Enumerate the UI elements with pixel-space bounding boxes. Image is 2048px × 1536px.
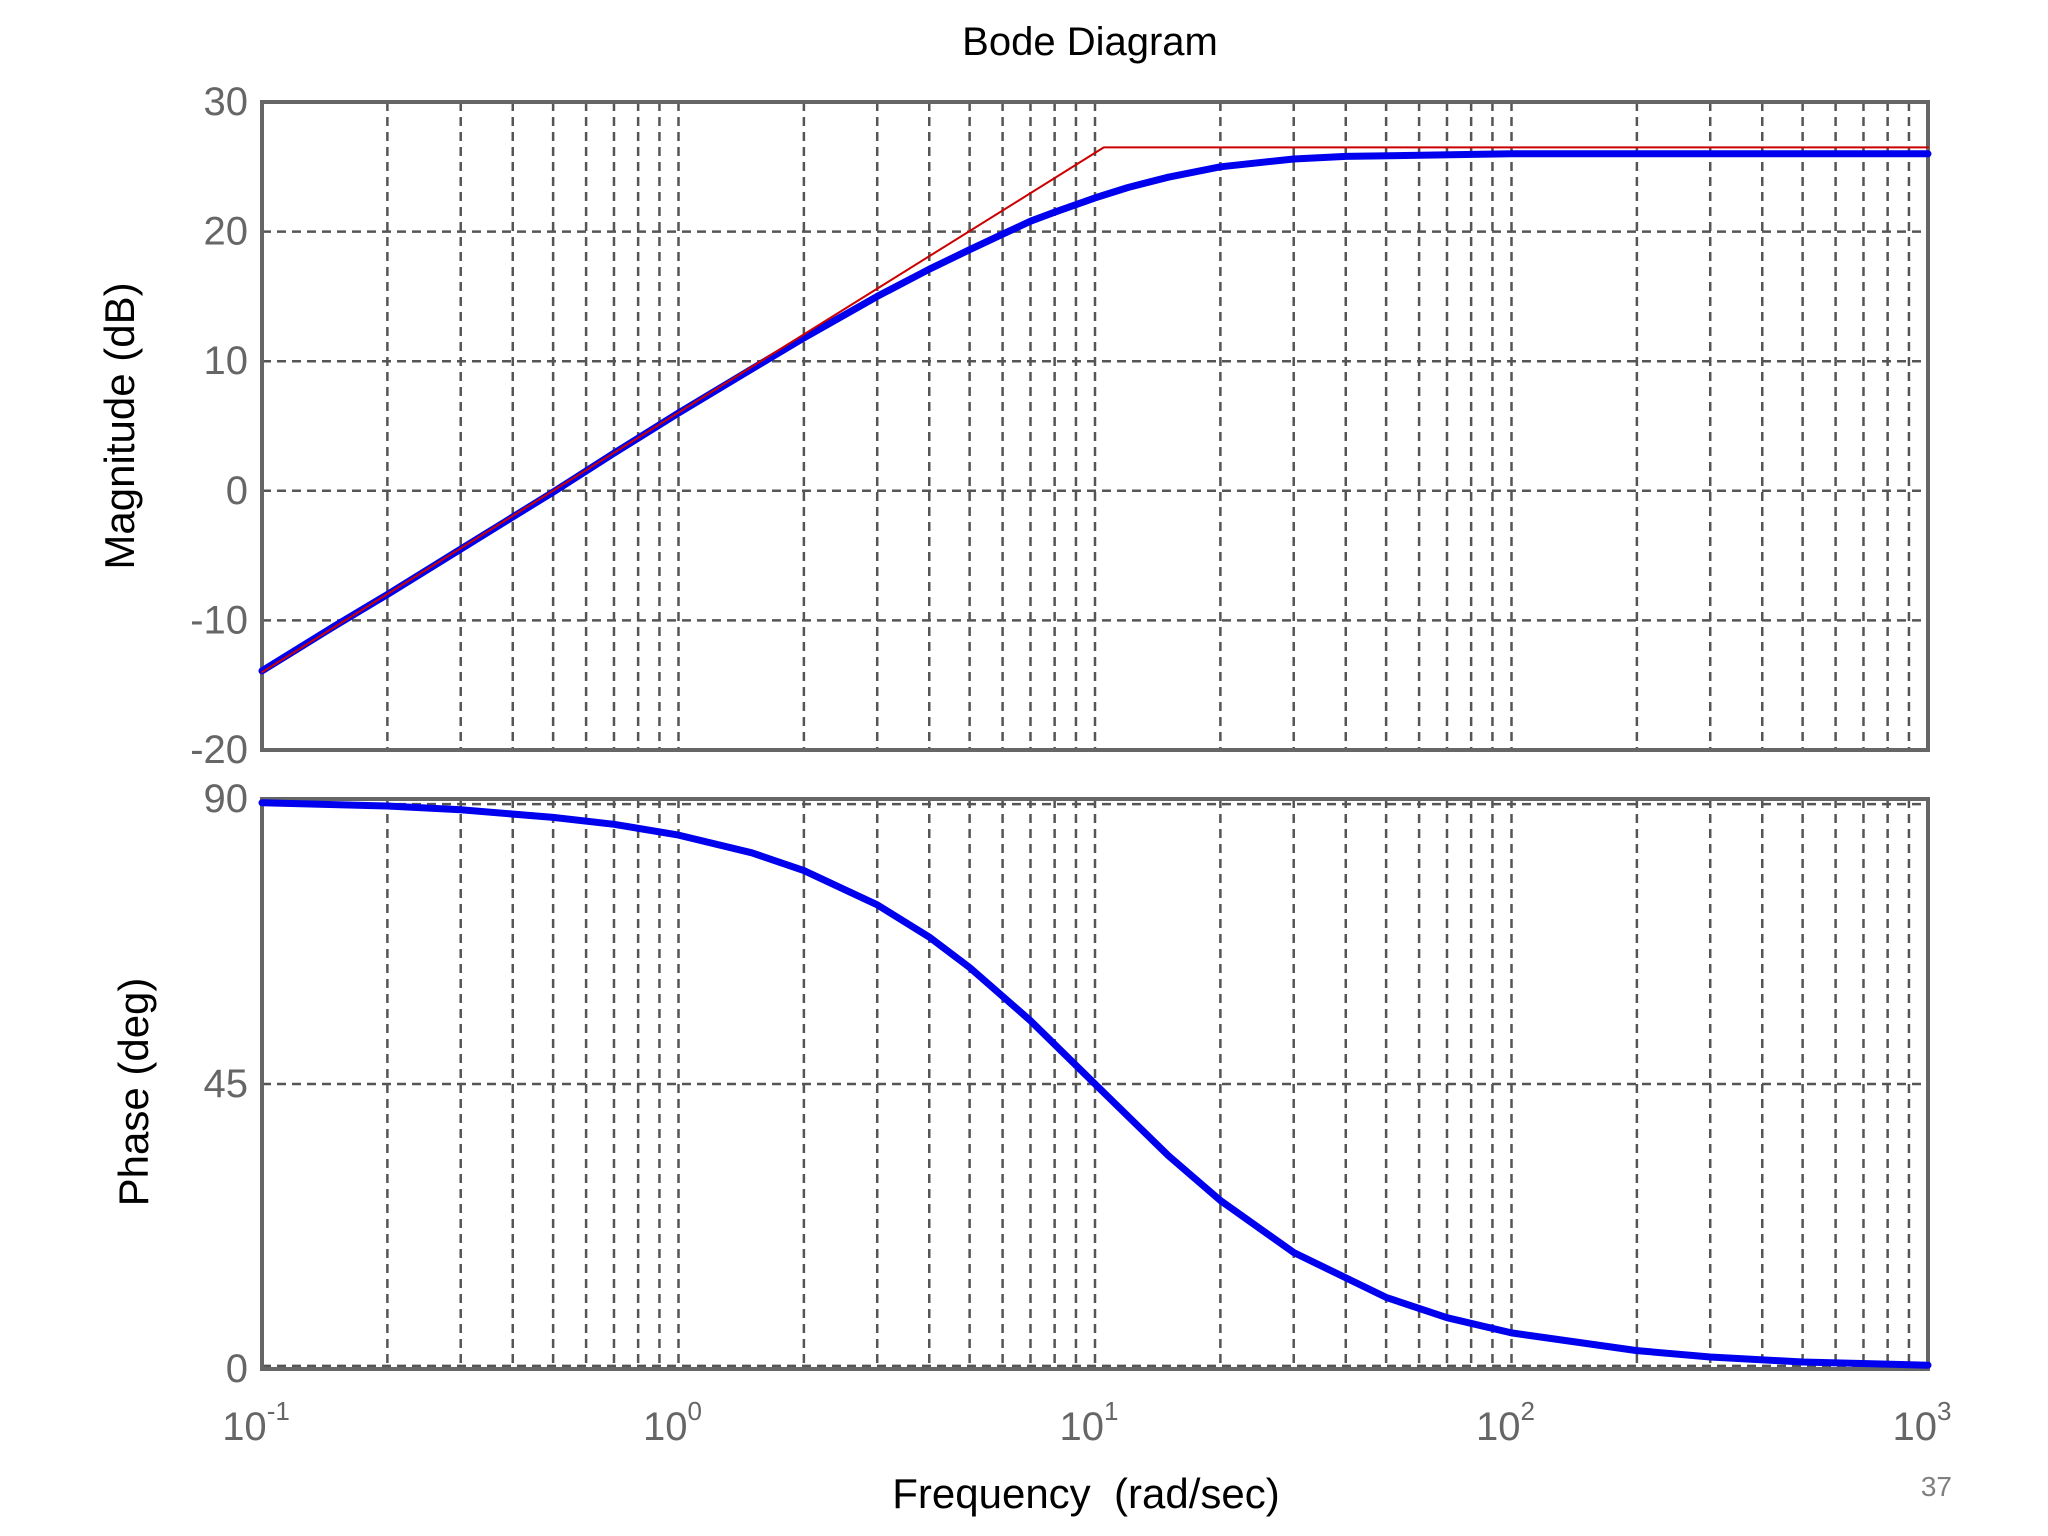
chart-title: Bode Diagram [962,20,1218,64]
phase-plot: 0 45 90 Phase (deg) [110,777,1932,1391]
phase-y-tick-label: 90 [204,777,249,821]
magnitude-y-tick-label: 30 [204,80,249,124]
magnitude-series [258,146,1932,675]
frequency-axis-label: Frequency (rad/sec) [892,1470,1279,1517]
phase-y-tick-label: 45 [204,1062,249,1106]
frequency-tick-label: 100 [643,1396,702,1449]
phase-series [258,799,1932,1369]
frequency-tick-label: 10-1 [222,1396,290,1449]
magnitude-axis-label: Magnitude (dB) [96,282,143,569]
frequency-tick-label: 103 [1893,1396,1952,1449]
phase-y-tick-label: 0 [226,1347,248,1391]
page-number: 37 [1921,1471,1952,1502]
magnitude-asymptote-line [261,146,1929,674]
magnitude-plot: -20 -10 0 10 20 30 Magnitude (dB) [96,80,1932,772]
frequency-tick-label: 102 [1476,1396,1535,1449]
phase-axis-label: Phase (deg) [110,978,157,1207]
frequency-ticks: 10-1 100 101 102 103 [222,1396,1951,1449]
magnitude-grid [262,102,1928,750]
magnitude-ticks: -20 -10 0 10 20 30 [190,80,248,772]
phase-response-line [258,799,1932,1369]
magnitude-y-tick-label: 0 [226,469,248,513]
magnitude-frame [260,100,1930,752]
phase-frame [260,797,1930,1371]
magnitude-y-tick-label: -20 [190,728,248,772]
magnitude-y-tick-label: -10 [190,598,248,642]
phase-ticks: 0 45 90 [204,777,249,1391]
magnitude-y-tick-label: 10 [204,339,249,383]
frequency-tick-label: 101 [1060,1396,1119,1449]
magnitude-y-tick-label: 20 [204,210,249,254]
phase-grid [262,799,1928,1369]
